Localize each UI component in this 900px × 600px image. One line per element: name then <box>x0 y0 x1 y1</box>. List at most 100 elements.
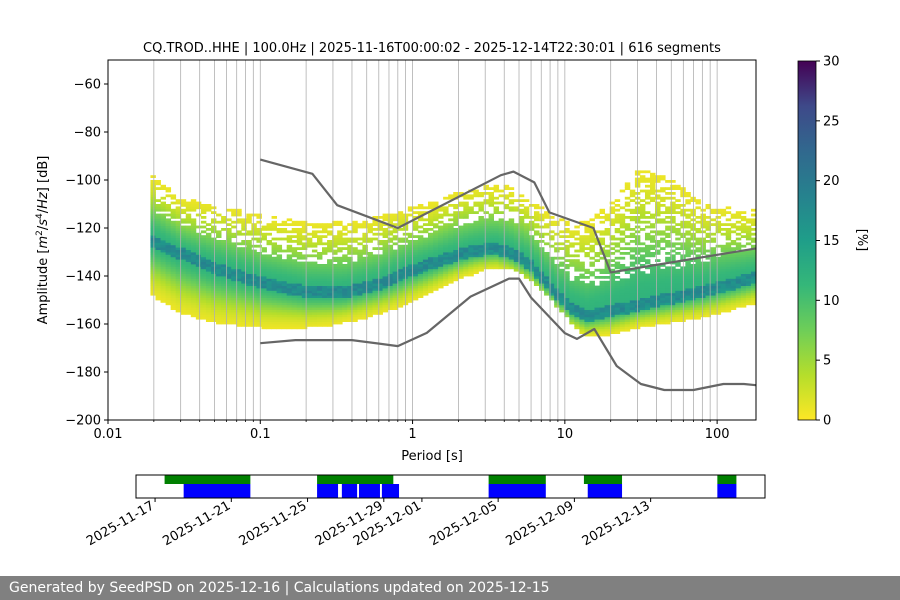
heatmap-cell <box>357 264 363 267</box>
heatmap-cell <box>417 261 424 265</box>
heatmap-cell <box>367 254 373 258</box>
heatmap-cell <box>382 223 389 226</box>
heatmap-cell <box>644 261 651 265</box>
heatmap-cell <box>614 213 621 217</box>
heatmap-cell <box>589 261 595 265</box>
heatmap-cell <box>397 256 404 260</box>
heatmap-cell <box>533 213 540 217</box>
heatmap-cell <box>216 307 222 310</box>
heatmap-cell <box>443 261 449 265</box>
heatmap-cell <box>730 288 737 291</box>
heatmap-cell <box>478 230 484 234</box>
heatmap-cell <box>508 206 515 210</box>
heatmap-cell <box>670 295 676 298</box>
heatmap-cell <box>286 285 293 289</box>
heatmap-cell <box>160 247 166 250</box>
heatmap-cell <box>589 300 595 303</box>
heatmap-cell <box>599 280 606 284</box>
heatmap-cell <box>655 307 661 310</box>
heatmap-cell <box>629 280 636 284</box>
heatmap-cell <box>629 273 636 277</box>
heatmap-cell <box>513 264 520 267</box>
heatmap-cell <box>503 235 510 238</box>
heatmap-cell <box>392 254 399 258</box>
heatmap-cell <box>569 290 575 294</box>
heatmap-cell <box>241 228 247 231</box>
heatmap-cell <box>604 312 611 315</box>
heatmap-cell <box>342 242 348 246</box>
heatmap-cell <box>670 278 676 282</box>
heatmap-cell <box>306 261 313 265</box>
heatmap-cell <box>211 309 217 313</box>
heatmap-cell <box>200 225 207 229</box>
heatmap-cell <box>200 268 207 272</box>
heatmap-cell <box>589 316 595 320</box>
heatmap-cell <box>422 252 429 255</box>
heatmap-cell <box>362 247 368 250</box>
heatmap-cell <box>675 264 681 267</box>
heatmap-cell <box>574 319 580 322</box>
heatmap-cell <box>332 297 338 301</box>
heatmap-cell <box>453 240 459 243</box>
heatmap-cell <box>639 297 646 301</box>
heatmap-cell <box>337 230 343 234</box>
heatmap-cell <box>256 300 262 303</box>
heatmap-cell <box>629 326 636 330</box>
heatmap-cell <box>463 252 469 255</box>
heatmap-cell <box>594 288 600 291</box>
heatmap-cell <box>725 280 732 284</box>
heatmap-cell <box>427 254 434 258</box>
heatmap-cell <box>195 225 202 229</box>
heatmap-cell <box>478 216 484 219</box>
heatmap-cell <box>614 230 621 234</box>
heatmap-cell <box>584 312 590 315</box>
heatmap-cell <box>614 316 621 320</box>
heatmap-cell <box>251 304 257 308</box>
heatmap-cell <box>498 218 505 222</box>
heatmap-cell <box>528 237 535 241</box>
heatmap-cell <box>650 268 656 272</box>
heatmap-cell <box>150 266 156 270</box>
heatmap-cell <box>205 244 212 248</box>
heatmap-cell <box>554 288 560 291</box>
heatmap-cell <box>251 266 257 270</box>
heatmap-cell <box>478 204 484 207</box>
heatmap-cell <box>488 194 494 198</box>
heatmap-cell <box>629 235 636 238</box>
heatmap-cell <box>539 280 545 284</box>
heatmap-cell <box>226 240 232 243</box>
heatmap-cell <box>231 300 237 303</box>
heatmap-cell <box>528 252 535 255</box>
heatmap-cell <box>372 312 378 315</box>
heatmap-cell <box>382 273 389 277</box>
heatmap-cell <box>195 292 202 296</box>
heatmap-cell <box>306 264 313 267</box>
heatmap-cell <box>256 288 262 291</box>
heatmap-cell <box>468 273 474 277</box>
heatmap-cell <box>301 326 308 330</box>
heatmap-cell <box>286 268 293 272</box>
heatmap-cell <box>382 288 389 291</box>
heatmap-cell <box>195 304 202 308</box>
heatmap-cell <box>256 297 262 301</box>
heatmap-cell <box>231 266 237 270</box>
heatmap-cell <box>448 194 454 198</box>
heatmap-cell <box>594 292 600 296</box>
heatmap-cell <box>412 259 419 262</box>
heatmap-cell <box>327 316 333 320</box>
heatmap-cell <box>427 259 434 262</box>
heatmap-cell <box>256 309 262 313</box>
heatmap-cell <box>281 230 288 234</box>
heatmap-cell <box>175 242 182 246</box>
heatmap-cell <box>448 273 454 277</box>
heatmap-cell <box>246 242 252 246</box>
heatmap-cell <box>296 240 303 243</box>
heatmap-cell <box>231 273 237 277</box>
heatmap-cell <box>296 268 303 272</box>
heatmap-cell <box>221 261 227 265</box>
heatmap-cell <box>528 264 535 267</box>
heatmap-cell <box>236 321 242 325</box>
heatmap-cell <box>276 326 283 330</box>
heatmap-cell <box>614 307 621 310</box>
